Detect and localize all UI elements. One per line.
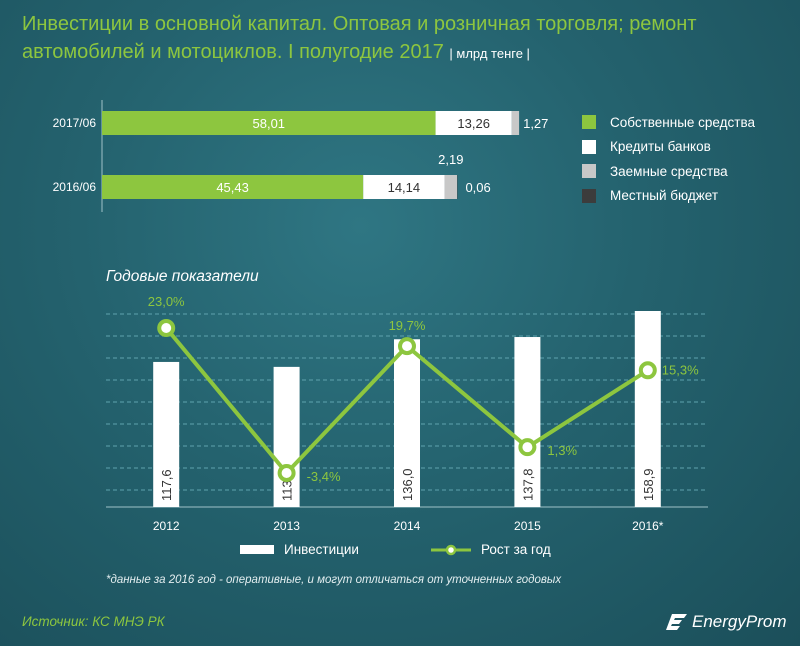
legend-label-loan: Заемные средства bbox=[610, 163, 728, 179]
growth-value-label: 1,3% bbox=[547, 443, 577, 458]
hbar-value-label: 1,27 bbox=[523, 116, 548, 131]
annual-combo-chart: 117,62012113,62013136,02014137,82015158,… bbox=[106, 294, 708, 533]
chart-title: Инвестиции в основной капитал. Оптовая и… bbox=[22, 10, 782, 68]
legend-line-swatch bbox=[430, 544, 471, 555]
section-title: Годовые показатели bbox=[106, 268, 259, 285]
title-line-2: автомобилей и мотоциклов. I полугодие 20… bbox=[22, 38, 782, 68]
investment-value-label: 158,9 bbox=[641, 468, 656, 501]
hbar-value-label: 0,06 bbox=[465, 180, 490, 195]
legend-bar-label: Инвестиции bbox=[284, 542, 359, 557]
investment-value-label: 117,6 bbox=[159, 469, 174, 501]
growth-value-label: 23,0% bbox=[148, 294, 185, 309]
growth-value-label: -3,4% bbox=[307, 469, 341, 484]
hbar-category-label: 2017/06 bbox=[53, 116, 97, 130]
x-tick-label: 2016* bbox=[632, 519, 664, 533]
investment-bar bbox=[394, 339, 420, 507]
stacked-bar-chart: 2017/06 58,01 13,26 1,27 2016/06 45,43 14,14 2,… bbox=[53, 100, 548, 212]
hbar-segment bbox=[363, 175, 445, 199]
legend-label-bank: Кредиты банков bbox=[610, 139, 711, 155]
energyprom-logo-icon bbox=[666, 614, 687, 630]
investment-bar bbox=[634, 311, 661, 507]
legend-item-bank: Кредиты банков bbox=[582, 135, 755, 160]
legend-item-loan: Заемные средства bbox=[582, 159, 755, 184]
investment-value-label: 137,8 bbox=[520, 468, 535, 501]
title-line-1: Инвестиции в основной капитал. Оптовая и… bbox=[22, 13, 697, 35]
legend-label-local: Местный бюджет bbox=[610, 188, 718, 204]
source-note: Источник: КС МНЭ РК bbox=[22, 614, 165, 629]
investment-value-label: 136,0 bbox=[400, 468, 415, 501]
brand-name: EnergyProm bbox=[692, 612, 787, 631]
stacked-legend: Собственные средства Кредиты банков Заем… bbox=[582, 110, 755, 208]
hbar-value-label: 45,43 bbox=[216, 180, 249, 195]
brand-logo: EnergyProm bbox=[666, 612, 786, 632]
hbar-segment bbox=[102, 111, 436, 135]
hbar-value-label: 2,19 bbox=[438, 152, 463, 167]
growth-value-label: 19,7% bbox=[389, 318, 426, 333]
title-line-2-text: автомобилей и мотоциклов. I полугодие 20… bbox=[22, 41, 444, 63]
hbar-value-label: 58,01 bbox=[253, 116, 286, 131]
legend-item-own: Собственные средства bbox=[582, 110, 755, 135]
hbar-value-label: 13,26 bbox=[457, 116, 490, 131]
x-tick-label: 2012 bbox=[153, 519, 180, 533]
legend-swatch-bank bbox=[582, 139, 596, 154]
hbar-segment bbox=[102, 175, 364, 199]
hbar-segment bbox=[511, 111, 520, 135]
growth-point bbox=[638, 361, 657, 380]
legend-bar-swatch bbox=[240, 545, 274, 554]
investment-bar bbox=[153, 361, 180, 507]
growth-value-label: 15,3% bbox=[662, 362, 699, 377]
growth-point bbox=[277, 464, 296, 482]
legend-item-local: Местный бюджет bbox=[582, 184, 755, 209]
investment-bar bbox=[273, 366, 300, 507]
footnote: *данные за 2016 год - оперативные, и мог… bbox=[106, 574, 562, 586]
hbar-value-label: 14,14 bbox=[388, 180, 421, 195]
legend-swatch-local bbox=[582, 188, 596, 203]
combo-legend: Инвестиции Рост за год bbox=[240, 542, 551, 557]
legend-line-label: Рост за год bbox=[480, 542, 551, 557]
unit-label: | млрд тенге | bbox=[449, 46, 530, 61]
legend-swatch-loan bbox=[582, 164, 596, 179]
hbar-category-label: 2016/06 bbox=[53, 180, 97, 194]
growth-point bbox=[398, 337, 416, 356]
growth-point bbox=[157, 319, 176, 337]
x-tick-label: 2014 bbox=[394, 519, 421, 533]
growth-point bbox=[518, 438, 537, 457]
hbar-segment bbox=[444, 175, 458, 199]
x-tick-label: 2015 bbox=[514, 519, 541, 533]
legend-swatch-own bbox=[582, 115, 596, 130]
hbar-segment bbox=[435, 111, 512, 135]
investment-bar bbox=[514, 337, 541, 507]
x-tick-label: 2013 bbox=[273, 519, 300, 533]
legend-label-own: Собственные средства bbox=[610, 114, 755, 130]
